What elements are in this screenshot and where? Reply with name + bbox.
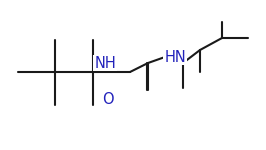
Text: O: O xyxy=(102,93,114,108)
Text: HN: HN xyxy=(164,50,186,64)
Text: NH: NH xyxy=(94,56,116,70)
